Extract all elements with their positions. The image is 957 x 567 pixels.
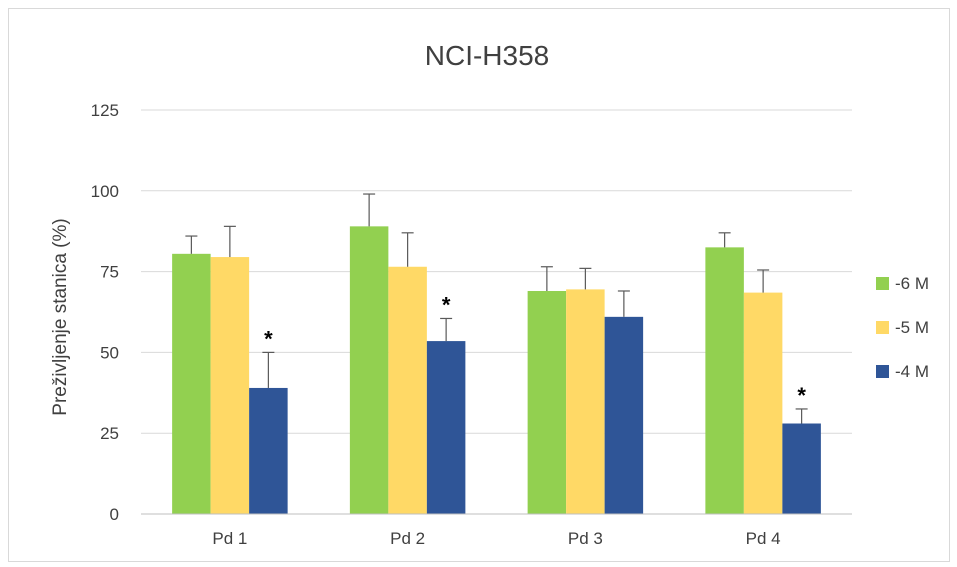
x-axis-ticks: Pd 1 Pd 2 Pd 3 Pd 4 bbox=[212, 529, 780, 548]
bar bbox=[349, 226, 389, 515]
significance-markers: * * * bbox=[264, 292, 806, 407]
bar bbox=[743, 292, 783, 514]
y-tick-label: 100 bbox=[91, 182, 119, 201]
x-tick-label: Pd 3 bbox=[568, 529, 603, 548]
legend-swatch bbox=[876, 365, 889, 378]
y-tick-label: 50 bbox=[100, 343, 119, 362]
significance-star: * bbox=[797, 383, 806, 408]
legend-label: -5 M bbox=[895, 318, 929, 337]
bar bbox=[426, 341, 466, 514]
bar bbox=[566, 289, 605, 514]
bar-chart: NCI-H358 0 25 50 75 100 125 Preživljenje stan… bbox=[50, 40, 929, 548]
significance-star: * bbox=[264, 326, 273, 351]
legend-swatch bbox=[876, 321, 889, 334]
bar bbox=[172, 253, 211, 514]
y-axis-ticks: 0 25 50 75 100 125 bbox=[91, 101, 119, 524]
legend-label: -4 M bbox=[895, 362, 929, 381]
legend: -6 M -5 M -4 M bbox=[876, 274, 929, 381]
x-tick-label: Pd 1 bbox=[212, 529, 247, 548]
bar bbox=[527, 290, 567, 514]
bars bbox=[172, 226, 821, 515]
y-tick-label: 75 bbox=[100, 263, 119, 282]
bar bbox=[782, 423, 821, 514]
legend-label: -6 M bbox=[895, 274, 929, 293]
bar bbox=[249, 387, 288, 514]
y-tick-label: 25 bbox=[100, 424, 119, 443]
y-tick-label: 0 bbox=[110, 505, 119, 524]
bar bbox=[388, 266, 427, 514]
y-axis-label: Preživljenje stanica (%) bbox=[50, 218, 71, 415]
bar bbox=[705, 247, 744, 515]
chart-title: NCI-H358 bbox=[425, 40, 549, 71]
chart-frame: NCI-H358 0 25 50 75 100 125 Preživljenje stan… bbox=[8, 8, 950, 562]
legend-swatch bbox=[876, 277, 889, 290]
error-bars bbox=[185, 193, 808, 424]
x-tick-label: Pd 2 bbox=[390, 529, 425, 548]
significance-star: * bbox=[442, 292, 451, 317]
x-tick-label: Pd 4 bbox=[746, 529, 781, 548]
bar bbox=[210, 257, 250, 514]
y-tick-label: 125 bbox=[91, 101, 119, 120]
bar bbox=[604, 316, 644, 514]
